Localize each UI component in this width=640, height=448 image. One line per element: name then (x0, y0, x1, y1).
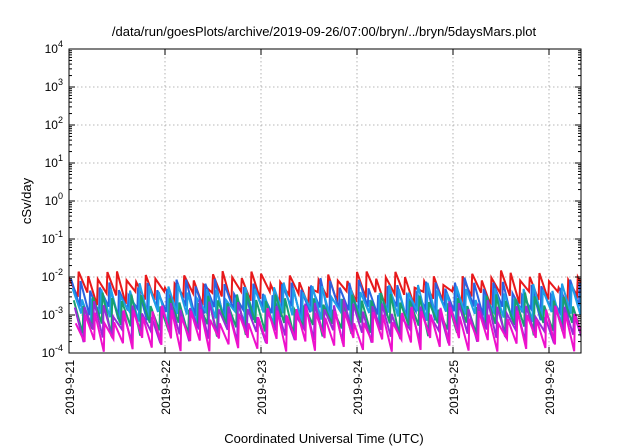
y-tick-label: 10-2 (42, 267, 63, 284)
x-tick-label: 2019-9-24 (351, 360, 365, 415)
y-axis-label: cSv/day (19, 177, 34, 224)
y-tick-base: 10 (45, 194, 59, 208)
y-tick-base: 10 (42, 346, 56, 360)
y-tick-exponent: 1 (58, 153, 63, 163)
y-tick-label: 101 (45, 153, 63, 170)
x-tick-label: 2019-9-22 (159, 360, 173, 415)
y-tick-label: 103 (45, 77, 63, 94)
y-tick-base: 10 (45, 118, 59, 132)
y-tick-label: 100 (45, 191, 63, 208)
x-tick-label: 2019-9-26 (543, 360, 557, 415)
y-tick-exponent: 2 (58, 115, 63, 125)
ticks (68, 48, 581, 354)
x-tick-label: 2019-9-25 (447, 360, 461, 415)
y-tick-exponent: -4 (55, 343, 63, 353)
y-tick-exponent: 3 (58, 77, 63, 87)
y-tick-label: 104 (45, 39, 63, 56)
y-tick-base: 10 (45, 80, 59, 94)
y-tick-label: 102 (45, 115, 63, 132)
y-tick-exponent: 0 (58, 191, 63, 201)
x-tick-label: 2019-9-21 (63, 360, 77, 415)
y-tick-exponent: 4 (58, 39, 63, 49)
y-tick-exponent: -1 (55, 229, 63, 239)
series-line-6 (74, 305, 581, 352)
y-tick-label: 10-3 (42, 305, 63, 322)
y-tick-label: 10-4 (42, 343, 63, 360)
y-tick-base: 10 (42, 232, 56, 246)
y-tick-base: 10 (45, 42, 59, 56)
y-tick-base: 10 (42, 308, 56, 322)
x-axis-label: Coordinated Universal Time (UTC) (224, 431, 423, 446)
series-layer (69, 270, 581, 352)
chart-title: /data/run/goesPlots/archive/2019-09-26/0… (112, 24, 537, 39)
x-tick-label: 2019-9-23 (255, 360, 269, 415)
y-tick-exponent: -3 (55, 305, 63, 315)
y-tick-base: 10 (45, 156, 59, 170)
y-tick-label: 10-1 (42, 229, 63, 246)
y-tick-exponent: -2 (55, 267, 63, 277)
x-tick-labels: 2019-9-21 2019-9-22 2019-9-23 2019-9-24 2019… (63, 360, 557, 415)
y-tick-base: 10 (42, 270, 56, 284)
